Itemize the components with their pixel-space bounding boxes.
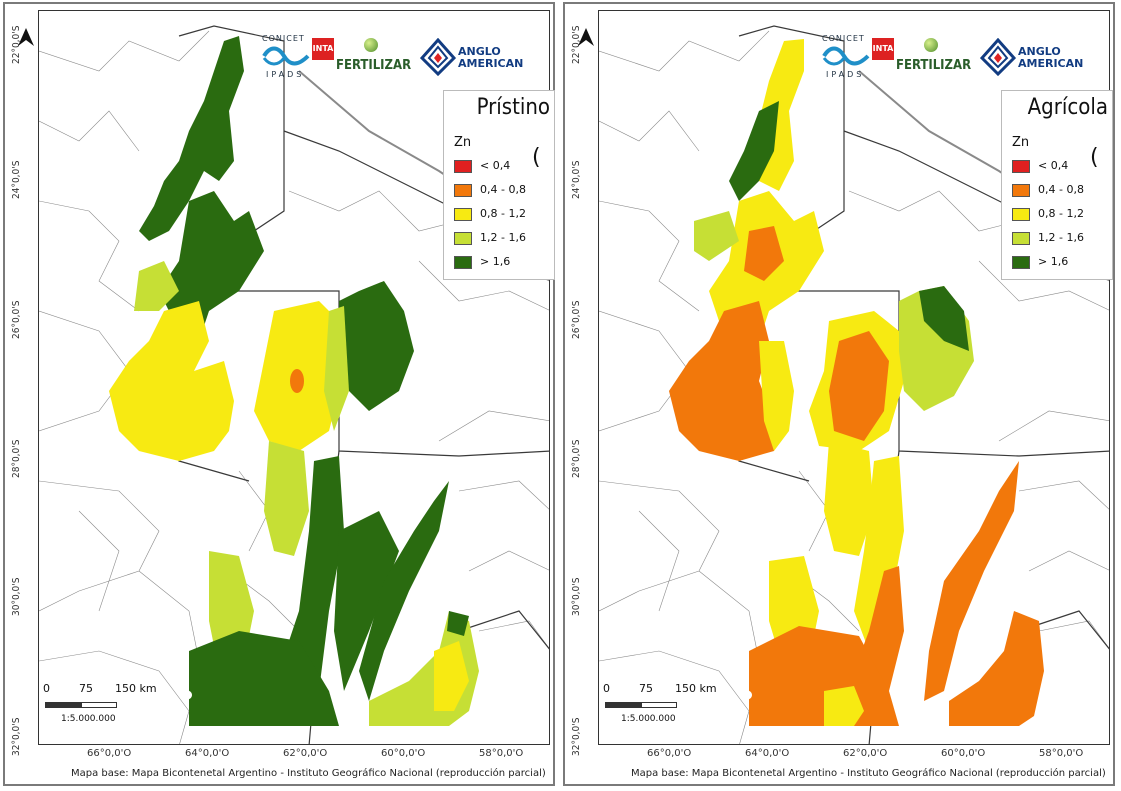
north-arrow-icon xyxy=(578,28,594,46)
scale-bar-segment xyxy=(45,702,81,708)
legend: Prístino Zn ( < 0,4 0,4 - 0,8 0,8 - 1,2 … xyxy=(443,90,555,280)
lon-label-64: 64°0,0'O xyxy=(745,748,790,759)
legend-row: 1,2 - 1,6 xyxy=(1012,231,1112,247)
scale-bar-segment xyxy=(641,702,677,708)
legend-swatch xyxy=(1012,184,1030,197)
legend-label: 0,8 - 1,2 xyxy=(480,207,526,220)
scale-tick: 150 km xyxy=(675,682,717,695)
legend: Agrícola Zn ( < 0,4 0,4 - 0,8 0,8 - 1,2 … xyxy=(1001,90,1113,280)
legend-paren: ( xyxy=(532,145,541,170)
lat-label-30: 30°0,0'S xyxy=(571,577,582,616)
lon-label-58: 58°0,0'O xyxy=(1039,748,1084,759)
lat-label-28: 28°0,0'S xyxy=(11,439,22,478)
legend-row: 0,8 - 1,2 xyxy=(1012,207,1112,223)
scale-tick: 75 xyxy=(639,682,653,695)
legend-swatch xyxy=(454,256,472,269)
zinc-map-pristino xyxy=(39,25,549,744)
lat-label-32: 32°0,0'S xyxy=(571,717,582,756)
lat-label-26: 26°0,0'S xyxy=(11,300,22,339)
fertilizar-logo: FERTILIZAR xyxy=(336,58,412,73)
anglo-american-text: ANGLO AMERICAN xyxy=(458,45,524,70)
conicet-wave-icon xyxy=(262,46,310,66)
lat-label-28: 28°0,0'S xyxy=(571,439,582,478)
sponsor-logos: CONICET IPADS INTA FERTILIZAR ANGLO AMER… xyxy=(260,34,524,84)
legend-row: < 0,4 xyxy=(454,159,554,175)
north-arrow-icon xyxy=(18,28,34,46)
legend-swatch xyxy=(454,208,472,221)
legend-paren: ( xyxy=(1090,145,1099,170)
map-panel-pristino: 22°0,0'S 24°0,0'S 26°0,0'S 28°0,0'S 30°0… xyxy=(3,2,555,786)
legend-label: > 1,6 xyxy=(1038,255,1069,268)
zinc-classes-pristino xyxy=(109,36,479,726)
legend-title: Agrícola xyxy=(1027,95,1108,120)
lon-label-66: 66°0,0'O xyxy=(87,748,132,759)
legend-row: < 0,4 xyxy=(1012,159,1112,175)
conicet-logo: CONICET IPADS xyxy=(820,34,876,82)
scale-tick: 150 km xyxy=(115,682,157,695)
legend-label: 0,4 - 0,8 xyxy=(480,183,526,196)
sponsor-logos: CONICET IPADS INTA FERTILIZAR ANGLO AMER… xyxy=(820,34,1084,84)
fertilizar-globe-icon xyxy=(364,38,378,52)
legend-row: > 1,6 xyxy=(1012,255,1112,271)
fertilizar-logo: FERTILIZAR xyxy=(896,58,972,73)
lon-label-62: 62°0,0'O xyxy=(843,748,888,759)
legend-label: < 0,4 xyxy=(480,159,511,172)
legend-swatch xyxy=(1012,232,1030,245)
map-credit: Mapa base: Mapa Bicontenetal Argentino -… xyxy=(71,768,546,779)
legend-label: 1,2 - 1,6 xyxy=(480,231,526,244)
legend-swatch xyxy=(454,232,472,245)
legend-label: 0,4 - 0,8 xyxy=(1038,183,1084,196)
legend-title: Prístino xyxy=(476,95,550,120)
scale-bar-segment xyxy=(605,702,641,708)
lat-label-32: 32°0,0'S xyxy=(11,717,22,756)
zinc-classes-agricola xyxy=(669,39,1044,726)
scale-ratio: 1:5.000.000 xyxy=(621,714,676,724)
lon-label-60: 60°0,0'O xyxy=(941,748,986,759)
legend-swatch xyxy=(454,184,472,197)
scale-ratio: 1:5.000.000 xyxy=(61,714,116,724)
lat-label-24: 24°0,0'S xyxy=(11,160,22,199)
legend-row: 0,4 - 0,8 xyxy=(1012,183,1112,199)
legend-swatch xyxy=(1012,160,1030,173)
conicet-wave-icon xyxy=(822,46,870,66)
lon-label-66: 66°0,0'O xyxy=(647,748,692,759)
inta-logo: INTA xyxy=(872,38,894,60)
legend-swatch xyxy=(1012,208,1030,221)
lon-label-64: 64°0,0'O xyxy=(185,748,230,759)
lat-label-30: 30°0,0'S xyxy=(11,577,22,616)
fertilizar-globe-icon xyxy=(924,38,938,52)
anglo-american-text: ANGLO AMERICAN xyxy=(1018,45,1084,70)
scale-bar-segment xyxy=(81,702,117,708)
legend-label: < 0,4 xyxy=(1038,159,1069,172)
legend-row: 0,8 - 1,2 xyxy=(454,207,554,223)
map-credit: Mapa base: Mapa Bicontenetal Argentino -… xyxy=(631,768,1106,779)
conicet-logo: CONICET IPADS xyxy=(260,34,316,82)
zinc-map-agricola xyxy=(599,25,1109,744)
legend-variable: Zn xyxy=(454,135,472,150)
scale-tick: 0 xyxy=(603,682,610,695)
lon-label-58: 58°0,0'O xyxy=(479,748,524,759)
anglo-american-logo-icon xyxy=(980,38,1016,76)
scale-tick: 75 xyxy=(79,682,93,695)
legend-swatch xyxy=(1012,256,1030,269)
legend-row: 0,4 - 0,8 xyxy=(454,183,554,199)
map-panel-agricola: 22°0,0'S 24°0,0'S 26°0,0'S 28°0,0'S 30°0… xyxy=(563,2,1115,786)
inta-logo: INTA xyxy=(312,38,334,60)
legend-label: 1,2 - 1,6 xyxy=(1038,231,1084,244)
lat-label-24: 24°0,0'S xyxy=(571,160,582,199)
legend-label: 0,8 - 1,2 xyxy=(1038,207,1084,220)
legend-row: 1,2 - 1,6 xyxy=(454,231,554,247)
legend-label: > 1,6 xyxy=(480,255,511,268)
scale-tick: 0 xyxy=(43,682,50,695)
lon-label-62: 62°0,0'O xyxy=(283,748,328,759)
lat-label-26: 26°0,0'S xyxy=(571,300,582,339)
anglo-american-logo-icon xyxy=(420,38,456,76)
legend-variable: Zn xyxy=(1012,135,1030,150)
lon-label-60: 60°0,0'O xyxy=(381,748,426,759)
legend-row: > 1,6 xyxy=(454,255,554,271)
legend-swatch xyxy=(454,160,472,173)
